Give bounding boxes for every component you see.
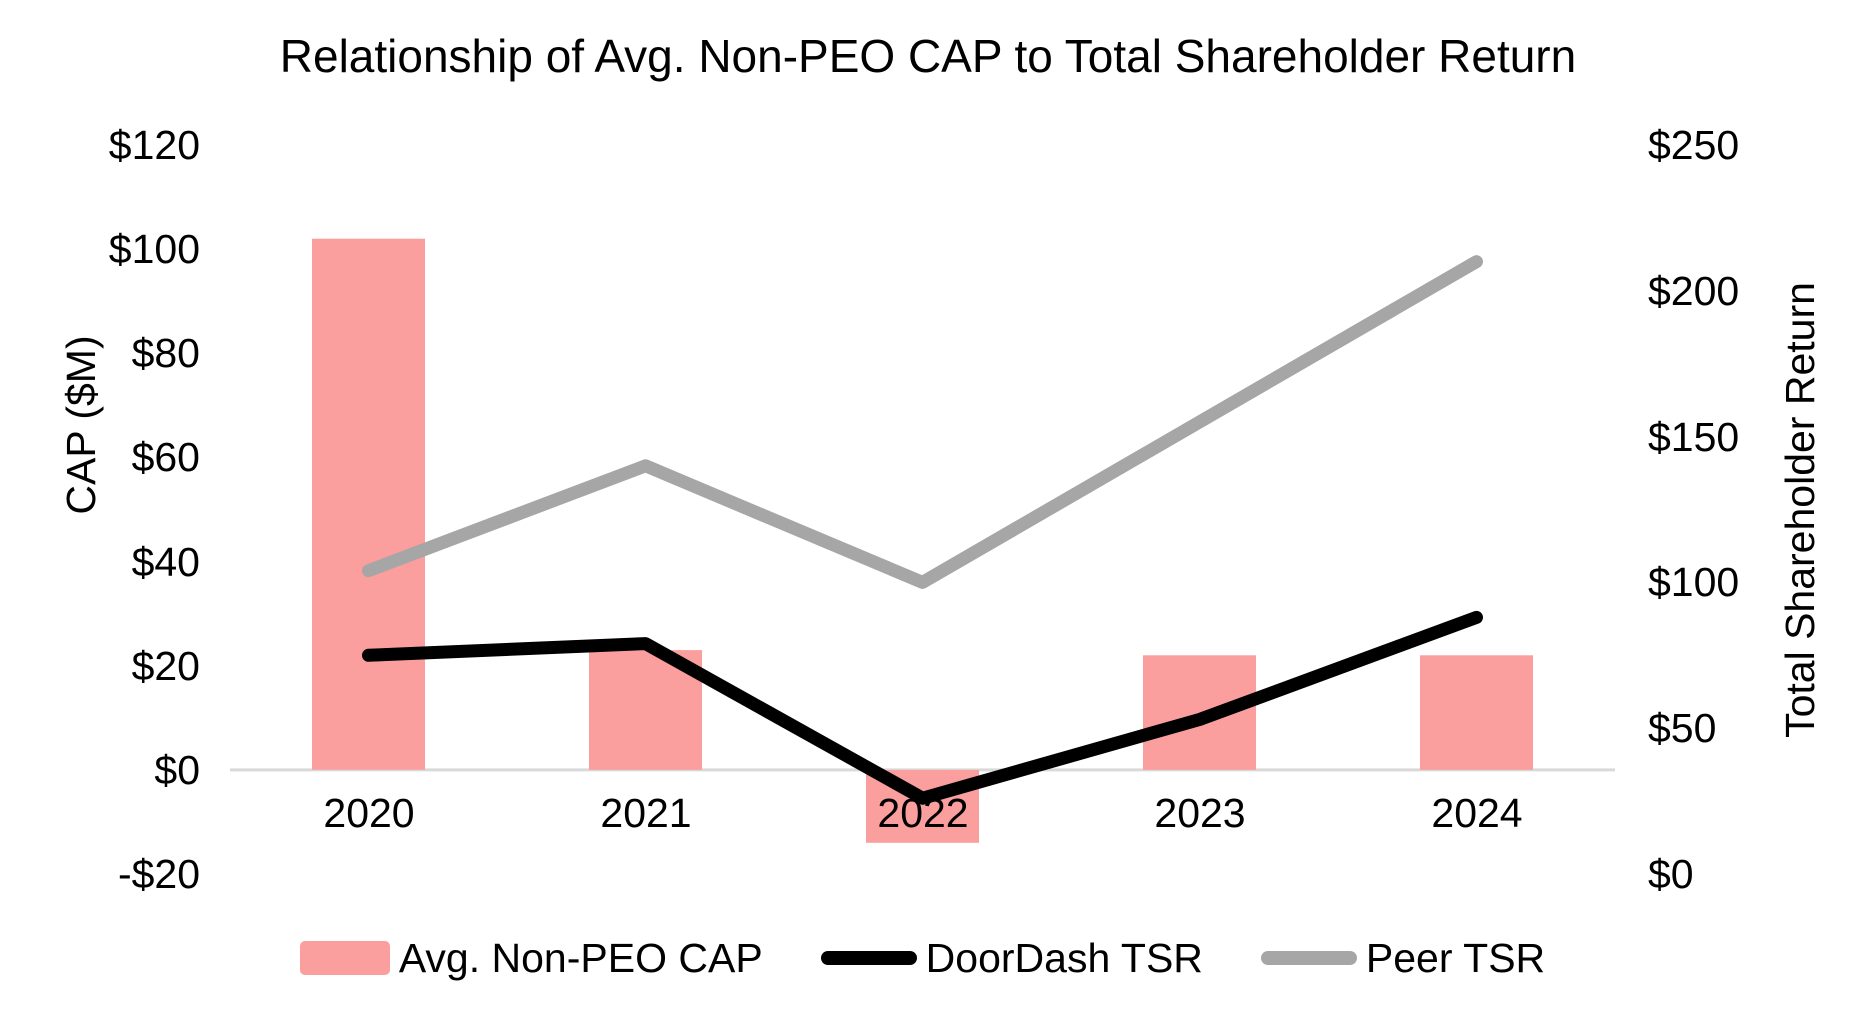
bar-2020 [312,238,425,770]
left-axis-title: CAP ($M) [58,335,104,515]
chart-legend: Avg. Non-PEO CAP DoorDash TSR Peer TSR [230,930,1615,986]
bar-2024 [1420,655,1533,770]
legend-label-doordash-tsr: DoorDash TSR [925,935,1203,981]
doordash-tsr-line [362,610,1483,805]
legend-item-doordash-tsr: DoorDash TSR [820,935,1203,981]
legend-bar-swatch-icon [299,941,390,975]
legend-label-peer-tsr: Peer TSR [1365,935,1546,981]
chart-title: Relationship of Avg. Non-PEO CAP to Tota… [279,30,1577,82]
legend-item-avg-non-peo-cap: Avg. Non-PEO CAP [299,935,763,981]
legend-label-avg-non-peo-cap: Avg. Non-PEO CAP [398,935,763,981]
legend-line-swatch-icon [820,951,917,965]
right-axis-title: Total Shareholder Return [1777,282,1823,738]
legend-line-swatch-icon [1260,951,1357,965]
peer-tsr-line [362,255,1483,589]
legend-item-peer-tsr: Peer TSR [1260,935,1546,981]
